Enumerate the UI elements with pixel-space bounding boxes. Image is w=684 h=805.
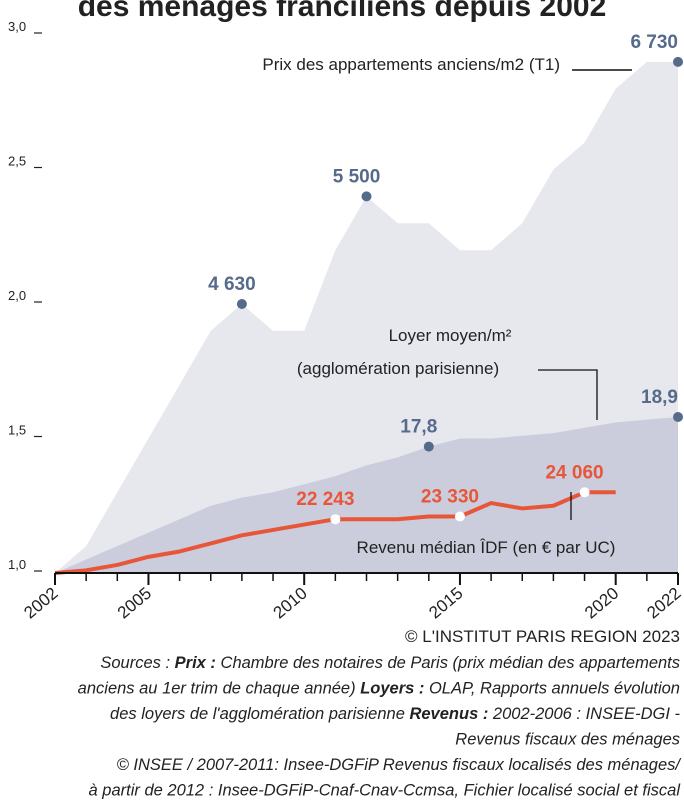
source-text: Loyers : [360,680,424,698]
source-text: Chambre des notaires de Paris (prix médi… [216,654,680,672]
data-label: 22 243 [296,489,354,510]
source-text: anciens au 1er trim de chaque année) [78,680,361,698]
point [673,56,683,67]
y-tick-label: 3,0 [8,19,26,34]
source-text: à partir de 2012 : Insee-DGFiP-Cnaf-Cnav… [89,782,682,800]
source-text: © INSEE / 2007-2011: Insee-DGFiP Revenus… [117,756,682,774]
source-text: Sources : [100,654,174,672]
source-text: OLAP, Rapports annuels évolution [424,680,680,698]
x-tick-label: 2010 [270,584,311,623]
data-label: 17,8 [400,417,437,438]
leader-line [538,369,598,420]
credit: © L'INSTITUT PARIS REGION 2023 [405,627,680,646]
x-tick-label: 2015 [425,584,466,623]
y-tick-label: 1,5 [8,423,26,438]
source-line: à partir de 2012 : Insee-DGFiP-Cnaf-Cnav… [89,782,682,800]
source-text: 2002-2006 : INSEE-DGI - [488,705,680,723]
source-line: Revenus fiscaux des ménages [455,731,680,749]
source-text: Prix : [175,654,216,672]
point [579,487,590,498]
y-tick-label: 1,0 [8,557,26,572]
source-line: © INSEE / 2007-2011: Insee-DGFiP Revenus… [117,756,682,774]
data-label: 18,9 [641,387,678,408]
y-tick-label: 2,5 [8,154,26,169]
source-text: Revenus fiscaux des ménages [455,731,680,749]
x-tick-label: 2020 [581,584,622,623]
point [423,441,434,452]
data-label: 24 060 [545,462,603,483]
data-label: 5 500 [333,166,381,187]
x-tick-label: 2002 [20,584,61,623]
annotation: (agglomération parisienne) [297,359,499,378]
sources: Sources : Prix : Chambre des notaires de… [78,654,682,800]
plot: 4 630 5 500 6 730 17,8 18,9 22 243 23 330 24 06… [8,19,684,622]
annotation: Prix des appartements anciens/m2 (T1) [262,55,560,74]
source-text: des loyers de l'agglomération parisienne [110,705,409,723]
source-text: Revenus : [409,705,488,723]
y-tick-label: 2,0 [8,288,26,303]
chart-title: des ménages franciliens depuis 2002 [78,0,607,23]
source-line: des loyers de l'agglomération parisienne… [110,705,680,723]
point [454,511,465,522]
x-tick-label: 2022 [643,584,684,623]
data-label: 6 730 [630,32,678,53]
data-label: 4 630 [208,274,256,295]
source-line: anciens au 1er trim de chaque année) Loy… [78,680,680,698]
x-tick-label: 2005 [114,584,155,623]
source-line: Sources : Prix : Chambre des notaires de… [100,654,680,672]
point [330,514,341,525]
point [236,299,247,309]
point [673,411,683,422]
point [361,191,372,202]
data-label: 23 330 [421,487,479,508]
annotation: Revenu médian ÎDF (en € par UC) [357,538,616,557]
area [55,416,678,573]
annotation: Loyer moyen/m² [389,326,512,345]
